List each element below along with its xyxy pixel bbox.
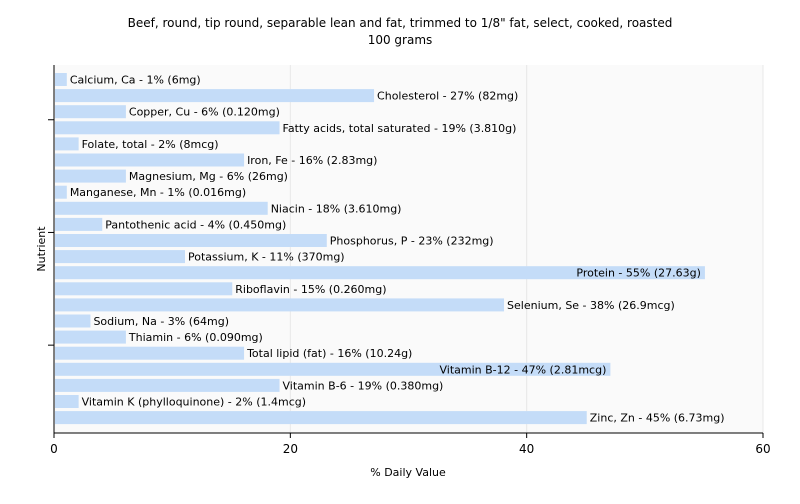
bar-label: Copper, Cu - 6% (0.120mg) [129,106,280,119]
axes-group: 0 20 40 60 [48,65,771,456]
bar-label: Fatty acids, total saturated - 19% (3.81… [283,122,517,135]
bar-label: Phosphorus, P - 23% (232mg) [330,235,494,248]
bar [55,185,67,199]
bar-label: Pantothenic acid - 4% (0.450mg) [105,218,286,231]
x-tick-label: 0 [50,442,58,456]
bar-label: Calcium, Ca - 1% (6mg) [70,74,201,87]
y-axis-label: Nutrient [35,226,48,272]
bar [55,378,280,392]
bar-label: Cholesterol - 27% (82mg) [377,90,518,103]
bar [55,250,185,264]
bar-label: Vitamin K (phylloquinone) - 2% (1.4mcg) [82,396,306,409]
x-axis-label: % Daily Value [370,466,446,479]
bar [55,266,705,280]
bar-label: Total lipid (fat) - 16% (10.24g) [246,347,412,360]
plot-area [54,65,763,433]
bar [55,121,280,135]
bar-label: Vitamin B-6 - 19% (0.380mg) [283,379,444,392]
x-tick-label: 60 [755,442,770,456]
bar-label: Iron, Fe - 16% (2.83mg) [247,154,377,167]
bar-label: Niacin - 18% (3.610mg) [271,202,402,215]
bar-label: Riboflavin - 15% (0.260mg) [235,283,386,296]
bar-label: Potassium, K - 11% (370mg) [188,251,345,264]
bar-label: Folate, total - 2% (8mcg) [82,138,219,151]
chart-subtitle: 100 grams [368,33,433,47]
bar-label: Thiamin - 6% (0.090mg) [128,331,263,344]
bar [55,411,587,425]
bar-label: Zinc, Zn - 45% (6.73mg) [590,412,725,425]
bar [55,282,233,296]
bar [55,234,327,247]
bar [55,169,126,183]
bar [55,314,91,328]
bar [55,73,67,86]
bar-label: Selenium, Se - 38% (26.9mcg) [507,299,675,312]
bar [55,89,375,103]
bar [55,201,268,215]
bar [55,346,245,360]
x-tick-label: 20 [283,442,298,456]
bar-label: Sodium, Na - 3% (64mg) [93,315,229,328]
x-tick-label: 40 [519,442,534,456]
bar [55,153,245,167]
bar [55,395,79,408]
bar-label: Manganese, Mn - 1% (0.016mg) [70,186,246,199]
bar-label: Magnesium, Mg - 6% (26mg) [129,170,288,183]
bar-label: Vitamin B-12 - 47% (2.81mcg) [440,363,607,376]
bar [55,330,126,344]
bar-label: Protein - 55% (27.63g) [576,267,701,280]
chart-title: Beef, round, tip round, separable lean a… [128,16,673,30]
bar [55,105,126,119]
bar [55,217,103,231]
bars-group: Calcium, Ca - 1% (6mg) Cholesterol - 27% … [55,73,725,425]
bar [55,298,505,312]
bar [55,137,79,151]
bar [55,362,611,376]
